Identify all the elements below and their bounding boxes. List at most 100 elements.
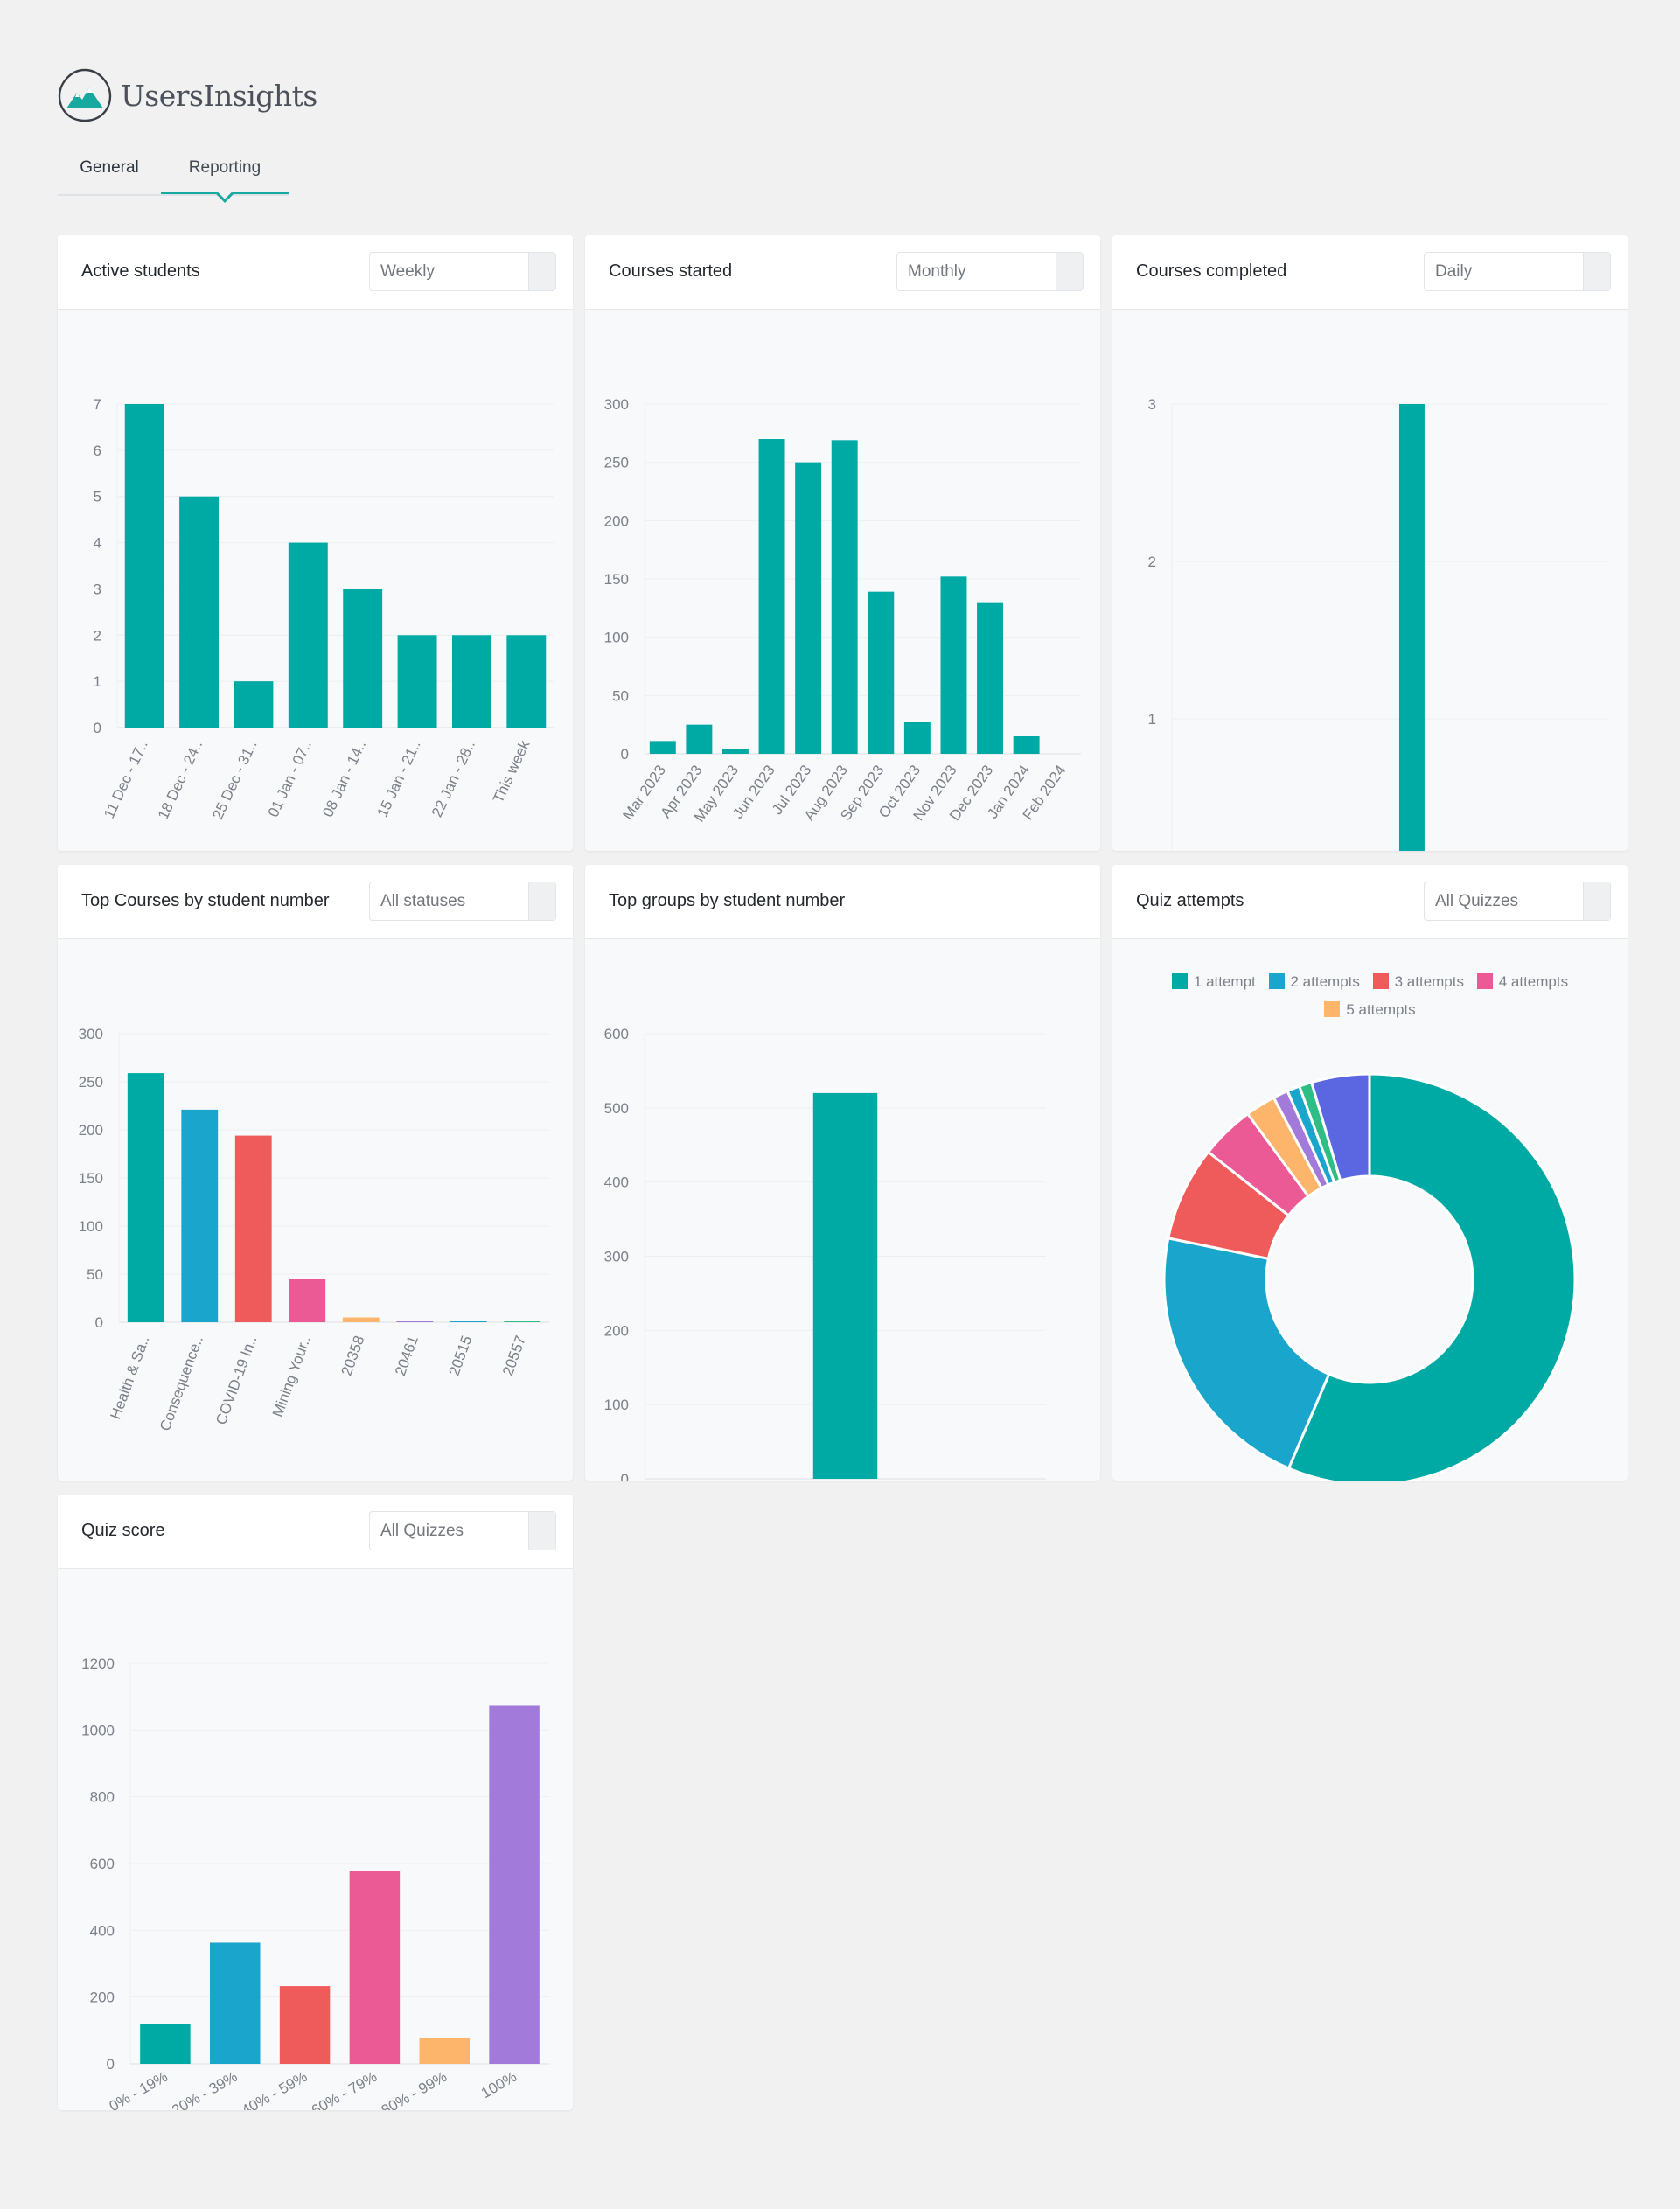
y-tick-label: 200: [79, 1122, 103, 1139]
y-tick-label: 50: [87, 1266, 103, 1283]
y-tick-label: 0: [621, 746, 629, 763]
card-header: Top groups by student number: [585, 865, 1100, 939]
bar: [721, 749, 749, 754]
x-tick-label: 11 Dec - 17..: [101, 738, 151, 821]
status-select[interactable]: All statuses: [369, 882, 556, 921]
bar: [903, 722, 931, 754]
bar: [279, 1986, 331, 2064]
y-tick-label: 150: [604, 571, 629, 588]
bar: [812, 1092, 878, 1479]
legend-item[interactable]: 2 attempts: [1268, 968, 1360, 996]
legend-item[interactable]: 1 attempt: [1171, 968, 1256, 996]
y-tick-label: 5: [94, 489, 101, 505]
legend-label: 4 attempts: [1498, 973, 1569, 990]
select-value: Daily: [1435, 262, 1473, 281]
select-value: Monthly: [908, 262, 966, 281]
x-tick-label: 20515: [445, 1334, 475, 1378]
legend-item[interactable]: 4 attempts: [1476, 968, 1569, 996]
legend-item[interactable]: 3 attempts: [1372, 968, 1464, 996]
y-tick-label: 400: [604, 1174, 629, 1191]
quiz-score-chart: 0 200 400 600 800 1000 1200 0% - 19%20% - 39%40…: [81, 1655, 549, 2110]
x-tick-label: COVID-19 In..: [213, 1334, 260, 1427]
select-dropdown-icon[interactable]: [1583, 253, 1610, 290]
select-dropdown-icon[interactable]: [1056, 253, 1083, 290]
brand-name: UsersInsights: [121, 78, 317, 113]
chart-legend: 1 attempt 2 attempts 3 attempts 4 attemp…: [1112, 968, 1628, 1024]
y-tick-label: 100: [79, 1218, 103, 1235]
x-tick-label: 0% - 19%: [107, 2068, 171, 2110]
pie-slice-10-attempts: [1309, 1072, 1371, 1182]
select-value: All statuses: [380, 892, 466, 910]
select-dropdown-icon[interactable]: [1583, 882, 1610, 920]
tab-general[interactable]: General: [80, 158, 139, 177]
y-tick-label: 250: [79, 1074, 103, 1091]
legend-label: 3 attempts: [1394, 973, 1464, 990]
quiz-attempts-card: Quiz attempts All Quizzes 1 attempt 2 at…: [1112, 865, 1628, 1481]
courses-completed-chart: 012323 Jan24 Jan25 Jan26 Jan27 Jan28 Jan…: [1148, 396, 1608, 851]
tab-bar: General Reporting: [58, 147, 289, 203]
select-dropdown-icon[interactable]: [528, 1512, 555, 1550]
x-tick-label: 22 Jan - 28..: [429, 738, 478, 820]
legend-label: 1 attempt: [1193, 973, 1256, 990]
bar: [831, 440, 858, 754]
bar: [181, 1109, 219, 1322]
bar: [795, 462, 822, 754]
legend-label: 5 attempts: [1346, 1001, 1416, 1018]
bar: [686, 724, 713, 754]
bar: [504, 1321, 541, 1322]
period-select[interactable]: Monthly: [896, 252, 1084, 291]
x-tick-label: 20557: [499, 1334, 529, 1378]
y-tick-label: 7: [94, 396, 101, 413]
bar: [649, 741, 676, 754]
y-tick-label: 400: [90, 1922, 115, 1939]
period-select[interactable]: Weekly: [369, 252, 556, 291]
top-groups-chart: 0100200300400500600Elite Group: [604, 1026, 1046, 1481]
period-select[interactable]: Daily: [1424, 252, 1611, 291]
quiz-select[interactable]: All Quizzes: [1424, 882, 1611, 921]
legend-label: 2 attempts: [1290, 973, 1360, 990]
active-tab-caret-icon: [216, 185, 234, 203]
active-students-card: Active students Weekly 0 1 2 3 4 5 6 7 11 Dec - …: [58, 235, 573, 851]
pie-slice-1-attempt: [1286, 1072, 1577, 1481]
x-tick-label: 20358: [338, 1334, 367, 1378]
bar: [506, 635, 547, 728]
tab-reporting-label: Reporting: [188, 158, 261, 177]
card-header: Courses started Monthly: [585, 235, 1100, 310]
select-dropdown-icon[interactable]: [528, 253, 555, 290]
y-tick-label: 4: [94, 535, 101, 552]
pie-slice-2-attempts: [1162, 1237, 1331, 1471]
y-tick-label: 0: [621, 1471, 629, 1481]
x-tick-label: 01 Jan - 07..: [265, 738, 315, 820]
y-tick-label: 100: [604, 630, 629, 646]
bar: [868, 591, 895, 754]
y-tick-label: 6: [94, 442, 101, 459]
bar: [977, 602, 1004, 754]
bar: [140, 2024, 191, 2064]
x-tick-label: 40% - 59%: [239, 2068, 310, 2110]
bar: [1398, 404, 1425, 851]
bar: [396, 1321, 434, 1322]
mountain-logo-icon: [58, 68, 112, 122]
y-tick-label: 200: [604, 512, 629, 529]
y-tick-label: 600: [90, 1856, 115, 1872]
y-tick-label: 500: [604, 1100, 629, 1117]
bar: [234, 681, 274, 728]
card-title: Top groups by student number: [609, 891, 846, 910]
legend-swatch: [1171, 973, 1188, 989]
legend-swatch: [1372, 973, 1389, 989]
bar: [1013, 736, 1040, 754]
bar: [419, 2038, 470, 2064]
bar: [940, 576, 967, 754]
bar: [289, 1279, 326, 1322]
card-title: Quiz score: [81, 1521, 165, 1540]
brand-logo[interactable]: UsersInsights: [56, 66, 317, 124]
x-tick-label: 100%: [478, 2068, 519, 2101]
y-tick-label: 100: [604, 1397, 629, 1413]
bar: [349, 1871, 401, 2064]
tab-reporting[interactable]: Reporting: [161, 147, 289, 203]
legend-item[interactable]: 5 attempts: [1324, 996, 1416, 1024]
bar: [397, 635, 437, 728]
quiz-select[interactable]: All Quizzes: [369, 1511, 556, 1550]
select-dropdown-icon[interactable]: [528, 882, 555, 920]
y-tick-label: 1: [94, 673, 101, 690]
